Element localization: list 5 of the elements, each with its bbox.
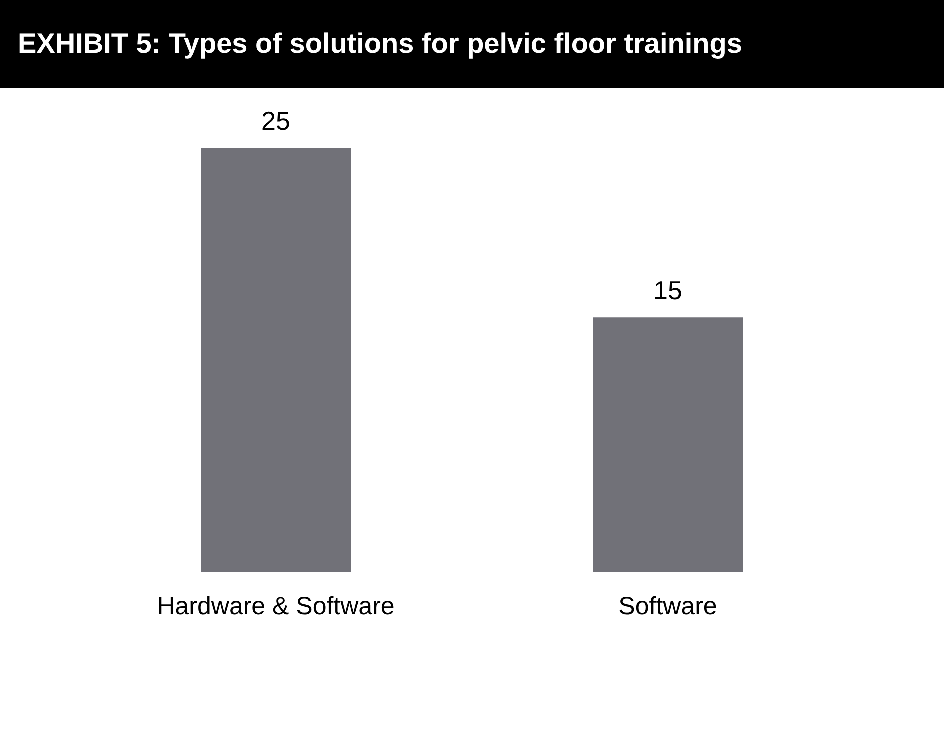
chart-title: EXHIBIT 5: Types of solutions for pelvic floor trainings (0, 0, 944, 88)
data-label: 25 (262, 106, 290, 136)
x-tick-label: Software (618, 592, 718, 620)
x-tick-label: Hardware & Software (157, 592, 395, 620)
data-label: 15 (654, 276, 682, 306)
